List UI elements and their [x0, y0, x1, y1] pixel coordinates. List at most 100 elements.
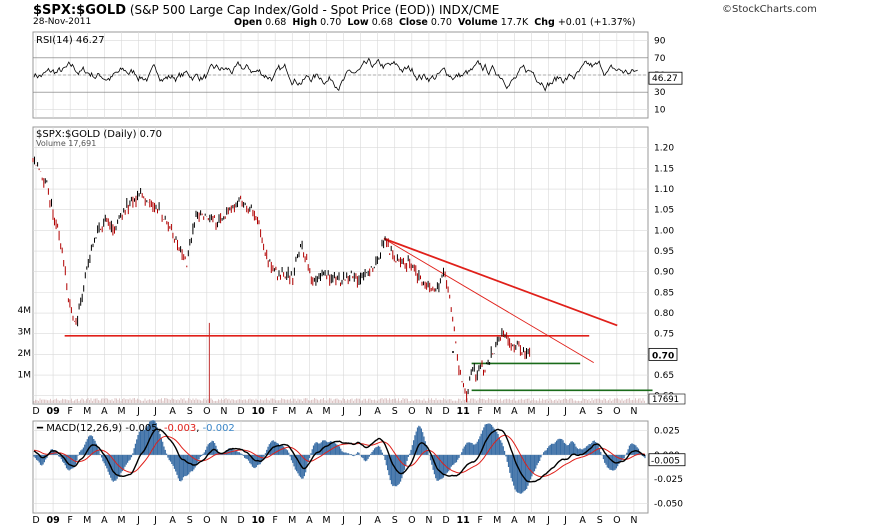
exchange-label: INDX/CME — [438, 3, 500, 17]
x-axis-label: A — [374, 406, 381, 417]
macd-tick-label: -0.025 — [654, 475, 683, 485]
trendline-1 — [383, 238, 594, 364]
x-axis-label: J — [563, 406, 567, 417]
x-axis-label: N — [425, 515, 432, 526]
volume-value: 17.7K — [500, 17, 529, 28]
x-axis-label: M — [322, 515, 330, 526]
x-axis-label: J — [136, 406, 140, 417]
x-axis-label: S — [597, 406, 603, 417]
volume-legend: Volume 17,691 — [36, 139, 96, 148]
macd-value-box — [648, 453, 686, 467]
price-tick-label: 1.15 — [654, 164, 674, 174]
chg-label: Chg — [534, 17, 555, 28]
x-axis-label: A — [169, 406, 176, 417]
macd-histogram — [33, 420, 646, 494]
x-axis-label: A — [511, 515, 518, 526]
macd-legend: ━ MACD(12,26,9) -0.005, -0.003, -0.002 — [36, 423, 235, 434]
x-axis-label: J — [341, 406, 345, 417]
macd-legend-signal: -0.003 — [164, 423, 196, 434]
x-axis-label: 11 — [456, 515, 469, 526]
x-axis-label: M — [527, 515, 535, 526]
trendline-0 — [383, 237, 618, 327]
x-axis-label: D — [32, 406, 39, 417]
x-axis-label: M — [117, 406, 125, 417]
rsi-legend: RSI(14) 46.27 — [36, 35, 105, 46]
x-axis-label: A — [306, 406, 313, 417]
volume-bars — [33, 398, 645, 403]
x-axis-label: N — [425, 406, 432, 417]
macd-legend-value: -0.005 — [125, 423, 157, 434]
x-axis-label: A — [579, 515, 586, 526]
price-bars-up — [34, 156, 529, 395]
ohlc-summary: Open 0.68 High 0.70 Low 0.68 Close 0.70 … — [234, 17, 636, 28]
macd-panel-frame — [32, 420, 649, 514]
x-axis-label: A — [306, 515, 313, 526]
volume-tick-label: 3M — [18, 328, 32, 338]
x-axis-label: S — [392, 515, 398, 526]
x-axis-label: A — [101, 515, 108, 526]
x-axis-label: J — [563, 515, 567, 526]
x-axis-label: S — [597, 515, 603, 526]
x-axis-label: O — [613, 515, 620, 526]
x-axis-label: J — [136, 515, 140, 526]
x-axis-label: M — [527, 406, 535, 417]
rsi-tick-label: 90 — [654, 37, 666, 47]
x-axis-label: M — [288, 515, 296, 526]
volume-tick-label: 2M — [18, 349, 32, 359]
x-axis-label: M — [493, 406, 501, 417]
x-axis-label: J — [546, 515, 550, 526]
price-legend: $SPX:$GOLD (Daily) 0.70 — [36, 129, 162, 140]
price-tick-label: 0.80 — [654, 309, 674, 319]
rsi-current-value: 46.27 — [652, 74, 678, 84]
volume-tick-label: 4M — [18, 306, 32, 316]
x-axis-label: M — [83, 406, 91, 417]
macd-line — [33, 428, 646, 483]
x-axis-label: D — [442, 515, 449, 526]
x-axis-label: M — [322, 406, 330, 417]
x-axis-label: J — [358, 406, 362, 417]
volume-current-value: 17691 — [652, 395, 679, 405]
price-tick-label: 0.85 — [654, 288, 674, 298]
rsi-tick-label: 10 — [654, 105, 666, 115]
symbol-description: (S&P 500 Large Cap Index/Gold - Spot Pri… — [129, 3, 436, 17]
high-value: 0.70 — [320, 17, 342, 28]
symbol-label: $SPX:$GOLD — [33, 3, 126, 18]
x-axis-label: 09 — [46, 515, 59, 526]
x-axis-label: F — [272, 515, 277, 526]
stockcharts-brand[interactable]: ©StockCharts.com — [722, 4, 817, 15]
volume-label: Volume — [458, 17, 498, 28]
close-value: 0.70 — [430, 17, 452, 28]
price-bars-down — [32, 158, 531, 403]
macd-legend-histogram: -0.002 — [203, 423, 235, 434]
high-label: High — [292, 17, 318, 28]
price-value-box — [648, 347, 678, 361]
x-axis-label: O — [203, 515, 210, 526]
x-axis-label: D — [237, 406, 244, 417]
close-label: Close — [398, 17, 428, 28]
price-tick-label: 1.05 — [654, 206, 674, 216]
x-axis-label: M — [288, 406, 296, 417]
x-axis-label: D — [442, 406, 449, 417]
x-axis-label: J — [358, 515, 362, 526]
volume-value-box — [648, 393, 686, 405]
open-value: 0.68 — [265, 17, 287, 28]
x-axis-label: N — [220, 515, 227, 526]
price-tick-label: 1.20 — [654, 144, 674, 154]
macd-legend-sep: , — [196, 423, 202, 434]
x-axis-label: F — [477, 515, 482, 526]
price-tick-label: 1.00 — [654, 226, 674, 236]
x-axis-label: D — [237, 515, 244, 526]
x-axis-label: M — [117, 515, 125, 526]
x-axis-label: N — [220, 406, 227, 417]
price-tick-label: 0.75 — [654, 330, 674, 340]
x-axis-label: M — [493, 515, 501, 526]
x-axis-label: A — [374, 515, 381, 526]
x-axis-label: O — [613, 406, 620, 417]
x-axis-label: J — [341, 515, 345, 526]
rsi-line — [33, 57, 638, 92]
rsi-tick-label: 30 — [654, 88, 666, 98]
x-axis-label: J — [153, 515, 157, 526]
chart-title: $SPX:$GOLD (S&P 500 Large Cap Index/Gold… — [33, 3, 499, 18]
macd-legend-swatch: ━ — [36, 423, 46, 434]
